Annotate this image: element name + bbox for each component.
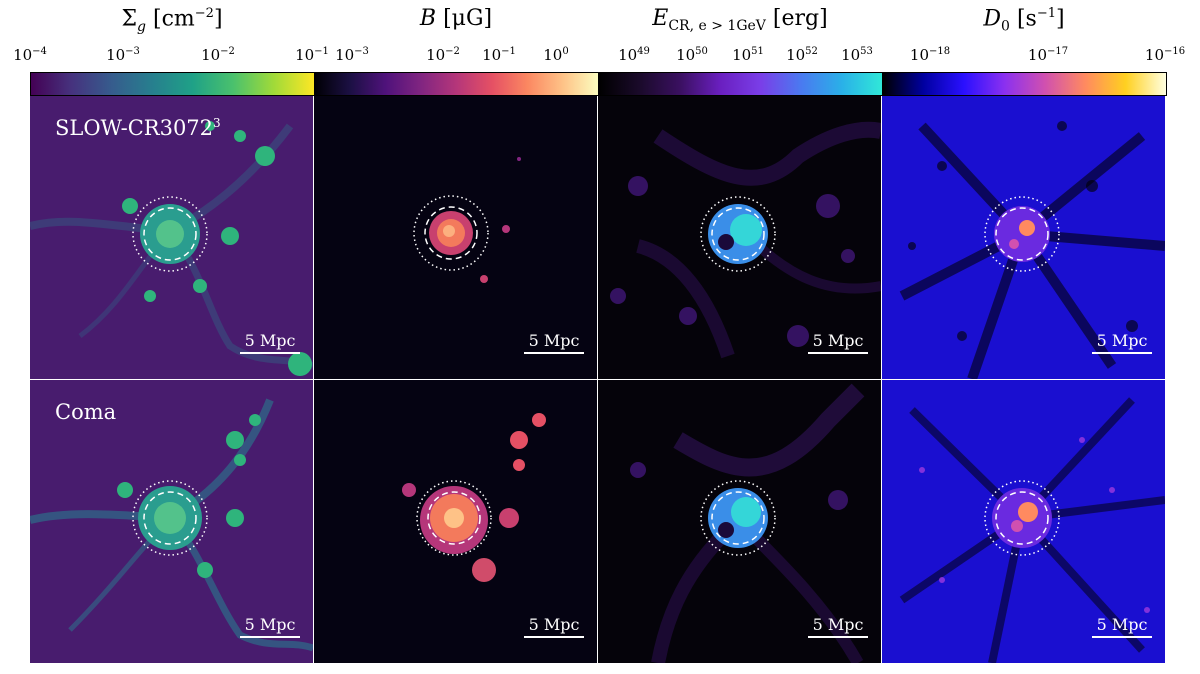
scale-bar-label: 5 Mpc [1096, 331, 1148, 350]
column-title-diffusion: D0 [s−1] [983, 6, 1065, 35]
scale-bar: 5 Mpc [1082, 615, 1162, 638]
tick-label: 10−2 [201, 46, 235, 64]
row-label-slow-cr: SLOW-CR30723 [55, 116, 221, 140]
cr-energy-image [598, 96, 881, 379]
colorbar-magma [314, 72, 599, 96]
tick-label: 100 [543, 46, 569, 64]
panel-coma-cr-energy: 5 Mpc [598, 380, 881, 663]
tick-label: 10−3 [335, 46, 369, 64]
gas-density-image [30, 96, 313, 379]
column-title-magnetic-field: B [μG] [419, 6, 493, 31]
tick-label: 10−16 [1144, 46, 1186, 64]
tick-label: 1051 [732, 46, 764, 64]
panel-coma-gas-density: Coma 5 Mpc [30, 380, 313, 663]
panel-slow-gas-density: SLOW-CR30723 5 Mpc [30, 96, 313, 379]
tick-label: 10−1 [295, 46, 329, 64]
column-title-cr-energy: ECR, e > 1GeV [erg] [652, 6, 828, 35]
scale-bar: 5 Mpc [1082, 331, 1162, 354]
scale-bar-label: 5 Mpc [1096, 615, 1148, 634]
tick-label: 10−17 [1027, 46, 1069, 64]
tick-label: 10−2 [426, 46, 460, 64]
colorbar-viridis [30, 72, 315, 96]
scale-bar-label: 5 Mpc [812, 615, 864, 634]
colorbar-cr [598, 72, 883, 96]
diffusion-image [882, 380, 1165, 663]
scale-bar-label: 5 Mpc [244, 331, 296, 350]
scale-bar: 5 Mpc [514, 615, 594, 638]
cr-energy-image [598, 380, 881, 663]
row-label-coma: Coma [55, 400, 117, 424]
scale-bar-label: 5 Mpc [812, 331, 864, 350]
magnetic-field-image [314, 380, 597, 663]
panel-coma-magnetic-field: 5 Mpc [314, 380, 597, 663]
tick-label: 1050 [676, 46, 708, 64]
column-title-surface-density: Σg [cm−2] [121, 6, 223, 35]
magnetic-field-image [314, 96, 597, 379]
diffusion-image [882, 96, 1165, 379]
scale-bar: 5 Mpc [798, 331, 878, 354]
scale-bar-label: 5 Mpc [244, 615, 296, 634]
panel-slow-cr-energy: 5 Mpc [598, 96, 881, 379]
tick-label: 1053 [841, 46, 873, 64]
scale-bar-label: 5 Mpc [528, 331, 580, 350]
tick-label: 10−4 [13, 46, 47, 64]
colorbar-gnuplot2 [882, 72, 1167, 96]
panel-slow-diffusion: 5 Mpc [882, 96, 1165, 379]
tick-label: 1049 [618, 46, 650, 64]
scale-bar-label: 5 Mpc [528, 615, 580, 634]
scale-bar: 5 Mpc [798, 615, 878, 638]
gas-density-image [30, 380, 313, 663]
panel-coma-diffusion: 5 Mpc [882, 380, 1165, 663]
scale-bar: 5 Mpc [514, 331, 594, 354]
tick-label: 10−1 [482, 46, 516, 64]
scale-bar: 5 Mpc [230, 331, 310, 354]
scale-bar: 5 Mpc [230, 615, 310, 638]
tick-label: 10−18 [909, 46, 951, 64]
tick-label: 1052 [786, 46, 818, 64]
panel-slow-magnetic-field: 5 Mpc [314, 96, 597, 379]
tick-label: 10−3 [106, 46, 140, 64]
